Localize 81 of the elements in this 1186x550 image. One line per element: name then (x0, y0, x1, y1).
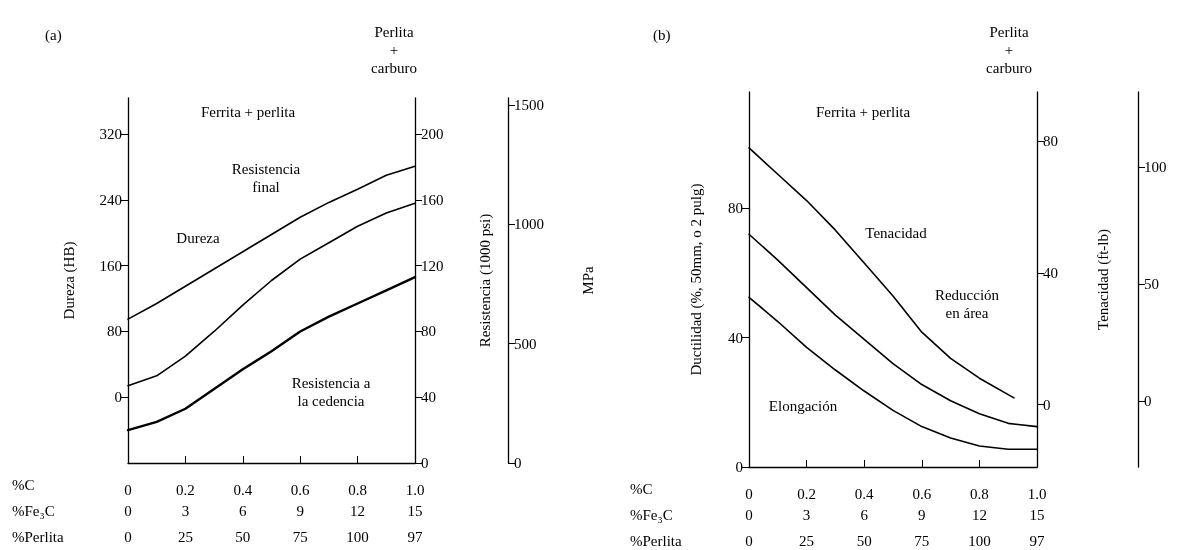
x-tick-label: 0.2 (797, 486, 816, 502)
x2-tick-label: 3 (181, 502, 190, 519)
x2-tick-label: 6 (860, 506, 869, 523)
x2-tick-label: 12 (350, 502, 366, 519)
y3-tick-label: 500 (514, 335, 537, 352)
y3-tick-label: 50 (1144, 276, 1159, 293)
x-tick-label: 1.0 (405, 482, 425, 498)
y3-tick-label: 1500 (514, 97, 544, 114)
y3-tick-label: 0 (1144, 393, 1152, 410)
x-tick-label: 0.2 (176, 482, 195, 498)
y-tick-label: 0 (114, 389, 122, 406)
annotation: Tenacidad (865, 225, 928, 241)
y-tick-label: 40 (728, 329, 743, 346)
y-tick-label: 320 (99, 126, 122, 143)
annotation: Resistencia final (231, 161, 301, 195)
x-tick-label: 0.6 (290, 482, 311, 498)
text: 50 (235, 529, 251, 545)
y-tick-label: 80 (728, 200, 743, 217)
text: %Perlita (12, 529, 64, 545)
x-tick-label: 0.8 (348, 482, 367, 498)
text: 100 (968, 533, 991, 549)
x2-tick-label: 15 (407, 502, 423, 519)
text: 97 (407, 529, 423, 545)
text: 0 (124, 529, 132, 545)
y2-tick-label: 160 (421, 191, 444, 208)
x-axis-title: %C (630, 480, 653, 497)
text: Perlita + carburo (371, 24, 417, 76)
chart-title: (a) (45, 26, 62, 44)
x-axis-title: %C (12, 476, 35, 493)
x-tick-label: 0 (745, 486, 753, 502)
y2-tick-label: 40 (1043, 264, 1058, 281)
annotation: Ferrita + perlita (815, 104, 911, 120)
x-tick-label: 0.6 (912, 486, 932, 502)
text: 25 (799, 533, 815, 549)
y-axis-title: Dureza (HB) (60, 241, 78, 320)
y3-tick-label: 1000 (514, 216, 544, 233)
y2-tick-label: 0 (1043, 396, 1051, 413)
annotation: Dureza (176, 230, 220, 246)
text: 0 (745, 533, 753, 549)
chart-title: (b) (653, 26, 671, 44)
x-tick-label: 0.8 (970, 486, 989, 502)
y2-tick-label: 0 (421, 455, 429, 471)
y-axis-title: Ductilidad (%, 50mm, o 2 pulg) (687, 183, 705, 376)
y-tick-label: 80 (107, 323, 122, 340)
x2-tick-label: 12 (971, 506, 987, 523)
text: 25 (177, 529, 193, 545)
x2-tick-label: 6 (239, 502, 248, 519)
y3-tick-label: 0 (514, 455, 522, 471)
x2-tick-label: 15 (1029, 506, 1045, 523)
annotation: Elongación (768, 398, 838, 414)
y2-tick-label: 40 (421, 389, 436, 406)
x2-tick-label: 9 (918, 506, 926, 523)
x2-tick-label: 3 (802, 506, 811, 523)
text: 75 (292, 529, 308, 545)
x-tick-label: 0 (124, 482, 132, 498)
x2-axis-title: %Fe₃C (12, 502, 55, 519)
y-tick-label: 160 (99, 257, 122, 274)
y2-tick-label: 80 (421, 323, 436, 340)
text: 75 (914, 533, 930, 549)
text: 97 (1029, 533, 1045, 549)
y3-axis-title: MPa (579, 265, 596, 295)
text: 50 (856, 533, 872, 549)
x-tick-label: 0.4 (233, 482, 253, 498)
text: Perlita + carburo (986, 24, 1032, 76)
annotation: Reducción en área (934, 287, 1000, 321)
text: 100 (346, 529, 369, 545)
y2-axis-title: Resistencia (1000 psi) (476, 213, 494, 348)
annotation: Ferrita + perlita (200, 104, 296, 120)
y2-axis-title: Tenacidad (ft-lb) (1094, 229, 1112, 330)
y3-tick-label: 100 (1144, 159, 1167, 175)
x2-axis-title: %Fe₃C (630, 506, 673, 523)
y-tick-label: 240 (99, 191, 122, 208)
y2-tick-label: 200 (421, 126, 444, 143)
x-tick-label: 0.4 (854, 486, 875, 502)
y2-tick-label: 120 (421, 257, 444, 274)
annotation: Resistencia a la cedencia (291, 375, 371, 409)
x-tick-label: 1.0 (1027, 486, 1047, 502)
x2-tick-label: 9 (296, 502, 304, 519)
text: %Perlita (630, 533, 682, 549)
y2-tick-label: 80 (1043, 133, 1058, 150)
y-tick-label: 0 (735, 459, 743, 475)
